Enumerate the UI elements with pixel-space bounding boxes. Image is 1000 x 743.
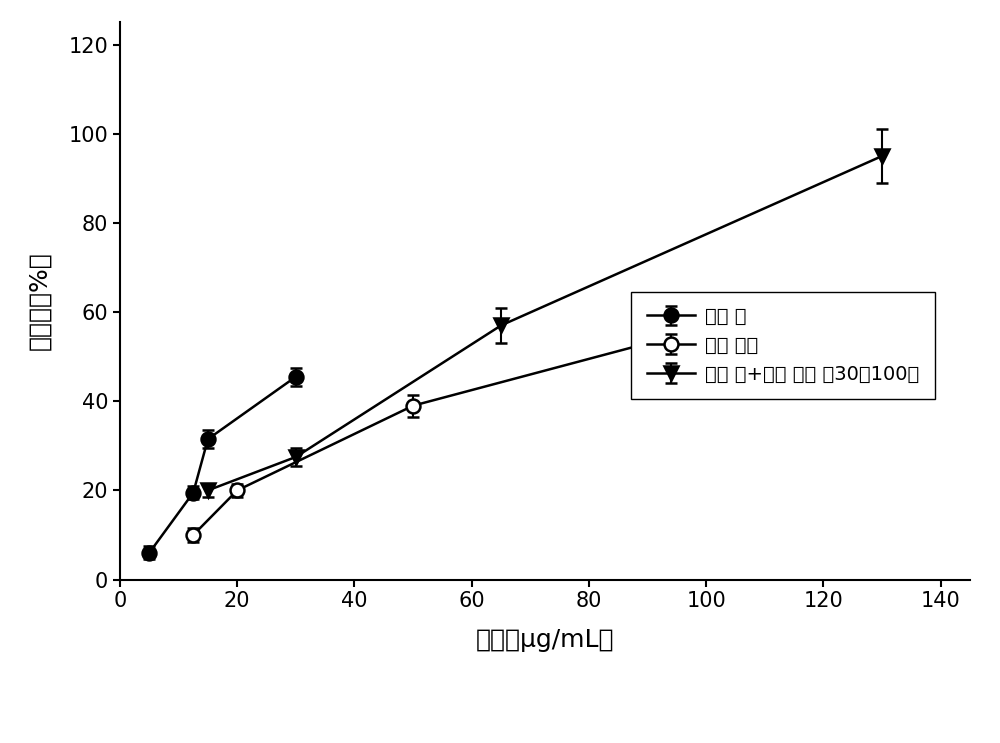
Y-axis label: 抑制率（%）: 抑制率（%） — [28, 252, 52, 350]
Legend: 橙皮 素, 高良 姜素, 橙皮 素+高良 姜素 （30：100）: 橙皮 素, 高良 姜素, 橙皮 素+高良 姜素 （30：100） — [631, 292, 935, 399]
X-axis label: 浓度（μg/mL）: 浓度（μg/mL） — [476, 628, 614, 652]
